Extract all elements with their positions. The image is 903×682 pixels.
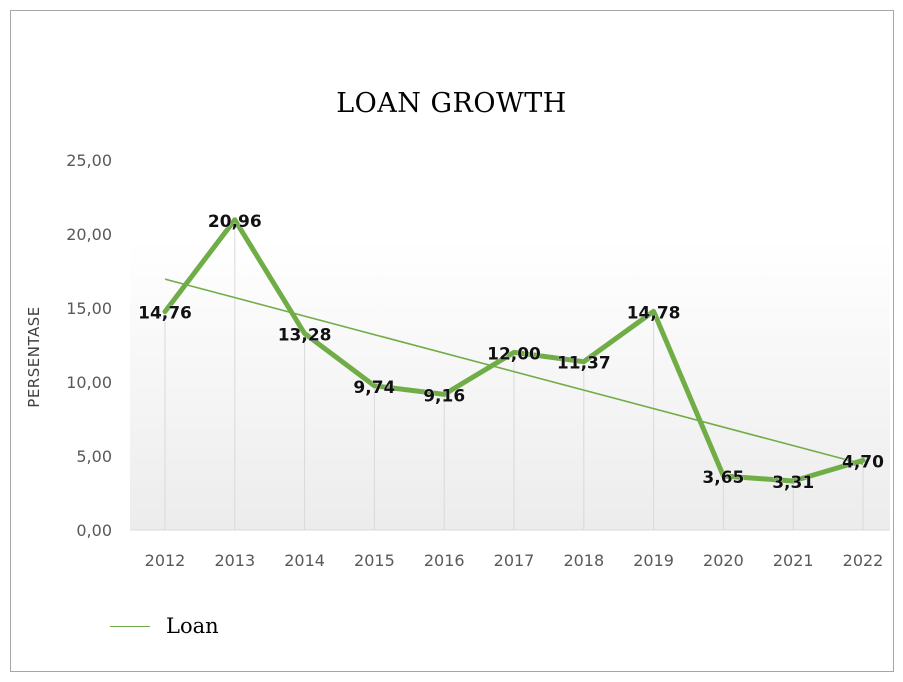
trendline-loan [164, 278, 864, 465]
data-label: 12,00 [487, 344, 541, 364]
legend: Loan [110, 612, 219, 640]
data-label: 9,74 [353, 378, 395, 398]
x-tick-label: 2014 [284, 551, 325, 570]
x-tick-label: 2016 [424, 551, 465, 570]
x-tick-label: 2017 [494, 551, 535, 570]
data-label: 9,16 [423, 386, 465, 406]
data-label: 3,31 [772, 473, 814, 493]
x-tick-label: 2018 [563, 551, 604, 570]
x-tick-label: 2013 [214, 551, 255, 570]
data-label: 4,70 [842, 452, 884, 472]
data-label: 14,78 [627, 303, 681, 323]
data-label: 11,37 [557, 354, 611, 374]
chart-title: LOAN GROWTH [336, 88, 567, 119]
x-tick-label: 2021 [773, 551, 814, 570]
y-tick-label: 5,00 [76, 447, 112, 466]
series-line-loan [162, 217, 866, 484]
y-tick-label: 10,00 [66, 373, 112, 392]
legend-label-loan: Loan [166, 614, 219, 638]
data-label: 14,76 [138, 304, 192, 324]
y-tick-label: 20,00 [66, 225, 112, 244]
x-tick-label: 2015 [354, 551, 395, 570]
x-tick-label: 2022 [843, 551, 884, 570]
y-tick-label: 15,00 [66, 299, 112, 318]
plot-area-background [130, 240, 890, 530]
y-tick-label: 25,00 [66, 151, 112, 170]
x-tick-label: 2012 [145, 551, 186, 570]
data-label: 20,96 [208, 212, 262, 232]
x-tick-label: 2019 [633, 551, 674, 570]
data-label: 13,28 [278, 325, 332, 345]
data-label: 3,65 [702, 468, 744, 488]
y-tick-label: 0,00 [76, 521, 112, 540]
x-tick-label: 2020 [703, 551, 744, 570]
legend-swatch-loan [110, 625, 150, 627]
